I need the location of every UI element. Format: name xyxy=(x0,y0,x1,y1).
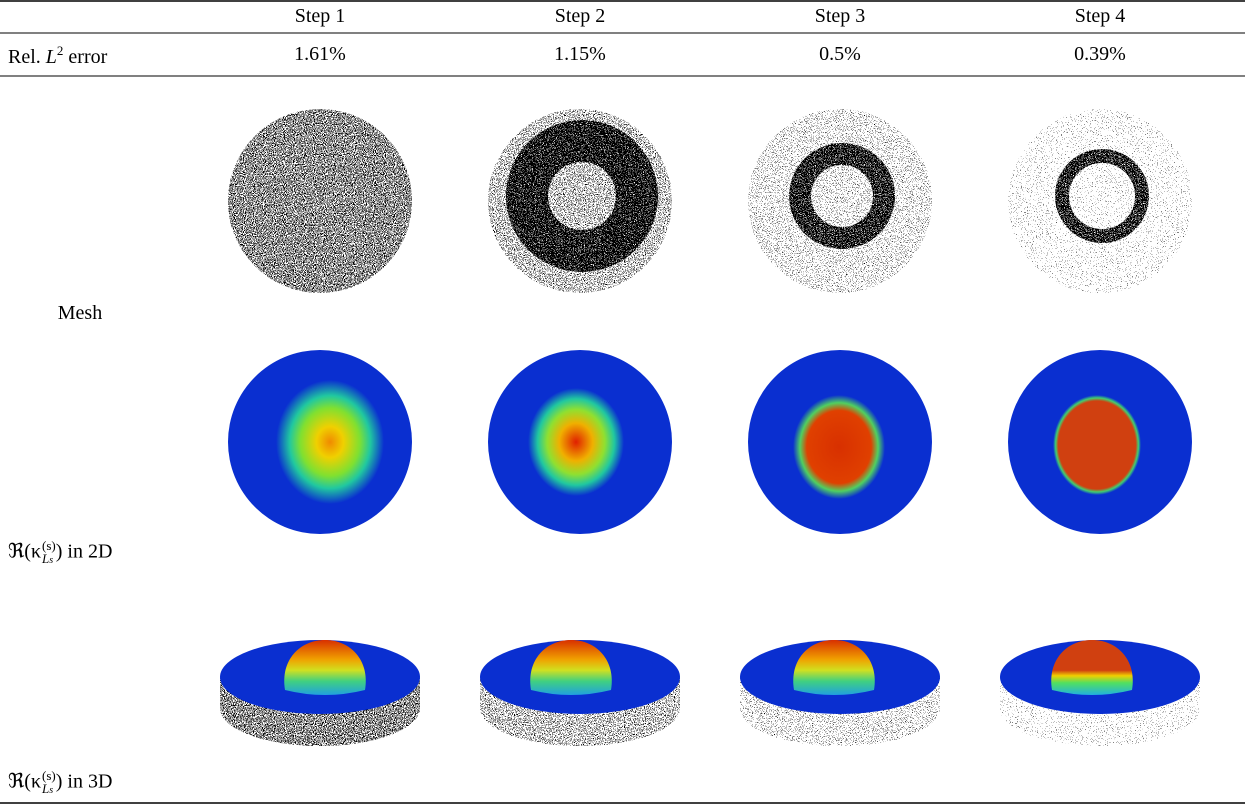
field-3d-bump xyxy=(793,640,875,695)
field-3d-bump xyxy=(530,640,612,695)
label-part: (s) xyxy=(42,538,56,553)
label-part: in 2D xyxy=(67,540,113,563)
error-value: 0.5% xyxy=(819,43,861,65)
label-part: ℜ(κ xyxy=(8,770,42,793)
mesh-image xyxy=(228,109,412,293)
label-part: L xyxy=(42,781,50,796)
images xyxy=(220,109,1200,746)
label-part: error xyxy=(68,45,108,68)
label-part: Rel. xyxy=(8,45,41,68)
label-part: in 3D xyxy=(67,770,113,793)
column-header: Step 1 xyxy=(294,5,346,27)
error-value: 0.39% xyxy=(1074,43,1126,65)
label-part: (s) xyxy=(42,768,56,783)
error-label: Rel. L2 error xyxy=(8,39,107,69)
error-value: 1.61% xyxy=(294,43,346,65)
label-part: 2 xyxy=(56,43,64,59)
label-part: L xyxy=(45,45,57,68)
column-header: Step 2 xyxy=(554,5,606,27)
mesh-image xyxy=(748,109,932,293)
column-header: Step 4 xyxy=(1074,5,1126,27)
label-part: s xyxy=(49,555,54,566)
row-label: ℜ(κ (s) Ls) in 3D xyxy=(8,769,112,797)
field-2d-blob xyxy=(793,395,885,499)
field-3d-bump xyxy=(284,640,366,695)
scripts: (s) Ls xyxy=(42,539,56,567)
field-2d-blob xyxy=(528,388,624,496)
field-3d-bump xyxy=(1051,640,1133,695)
label-part: ) xyxy=(55,540,63,563)
mesh-image xyxy=(1008,109,1192,293)
field-2d-blob xyxy=(1053,395,1141,495)
label-part: ℜ(κ xyxy=(8,540,42,563)
scripts: (s) Ls xyxy=(42,769,56,797)
row-label: ℜ(κ (s) Ls) in 2D xyxy=(8,539,112,567)
row-label: Mesh xyxy=(57,302,103,324)
label-part: s xyxy=(49,785,54,796)
mesh-image xyxy=(488,109,672,293)
error-value: 1.15% xyxy=(554,43,606,65)
field-2d-blob xyxy=(276,380,384,504)
label-part: ) xyxy=(55,770,63,793)
column-header: Step 3 xyxy=(814,5,866,27)
label-part: L xyxy=(42,551,50,566)
